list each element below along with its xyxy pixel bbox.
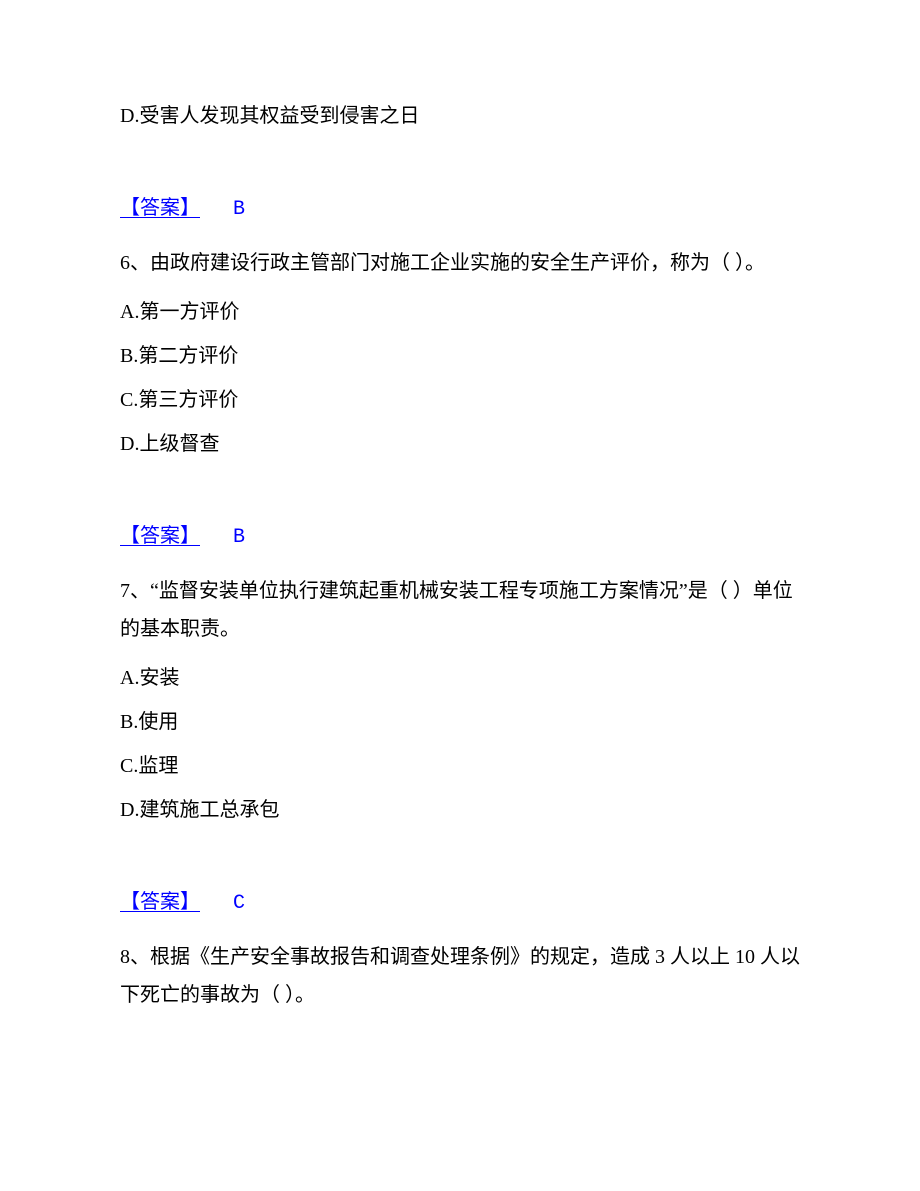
q6-option-a: A.第一方评价 bbox=[120, 296, 800, 328]
question-7: 7、“监督安装单位执行建筑起重机械安装工程专项施工方案情况”是（ ）单位的基本职… bbox=[120, 572, 800, 920]
q6-option-d: D.上级督查 bbox=[120, 428, 800, 460]
q5-answer: 【答案】 B bbox=[120, 192, 800, 226]
q7-option-b: B.使用 bbox=[120, 706, 800, 738]
answer-label: 【答案】 bbox=[120, 891, 200, 913]
q7-body: “监督安装单位执行建筑起重机械安装工程专项施工方案情况”是（ ）单位的基本职责。 bbox=[120, 580, 793, 640]
question-5-fragment: D.受害人发现其权益受到侵害之日 【答案】 B bbox=[120, 100, 800, 226]
q7-number: 7、 bbox=[120, 580, 150, 602]
q6-answer: 【答案】 B bbox=[120, 520, 800, 554]
q8-body: 根据《生产安全事故报告和调查处理条例》的规定，造成 3 人以上 10 人以下死亡… bbox=[120, 946, 800, 1006]
answer-value: C bbox=[233, 892, 245, 915]
q7-option-a: A.安装 bbox=[120, 662, 800, 694]
q8-number: 8、 bbox=[120, 946, 150, 968]
answer-label: 【答案】 bbox=[120, 197, 200, 219]
q7-answer: 【答案】 C bbox=[120, 886, 800, 920]
q6-option-c: C.第三方评价 bbox=[120, 384, 800, 416]
q6-number: 6、 bbox=[120, 252, 150, 274]
q7-option-c: C.监理 bbox=[120, 750, 800, 782]
answer-label: 【答案】 bbox=[120, 525, 200, 547]
q6-text: 6、由政府建设行政主管部门对施工企业实施的安全生产评价，称为（ ）。 bbox=[120, 244, 800, 282]
q6-body: 由政府建设行政主管部门对施工企业实施的安全生产评价，称为（ ）。 bbox=[150, 252, 765, 274]
q8-text: 8、根据《生产安全事故报告和调查处理条例》的规定，造成 3 人以上 10 人以下… bbox=[120, 938, 800, 1014]
answer-value: B bbox=[233, 526, 245, 549]
q5-option-d: D.受害人发现其权益受到侵害之日 bbox=[120, 100, 800, 132]
answer-value: B bbox=[233, 198, 245, 221]
q6-option-b: B.第二方评价 bbox=[120, 340, 800, 372]
q7-text: 7、“监督安装单位执行建筑起重机械安装工程专项施工方案情况”是（ ）单位的基本职… bbox=[120, 572, 800, 648]
question-8: 8、根据《生产安全事故报告和调查处理条例》的规定，造成 3 人以上 10 人以下… bbox=[120, 938, 800, 1014]
question-6: 6、由政府建设行政主管部门对施工企业实施的安全生产评价，称为（ ）。 A.第一方… bbox=[120, 244, 800, 554]
q7-option-d: D.建筑施工总承包 bbox=[120, 794, 800, 826]
